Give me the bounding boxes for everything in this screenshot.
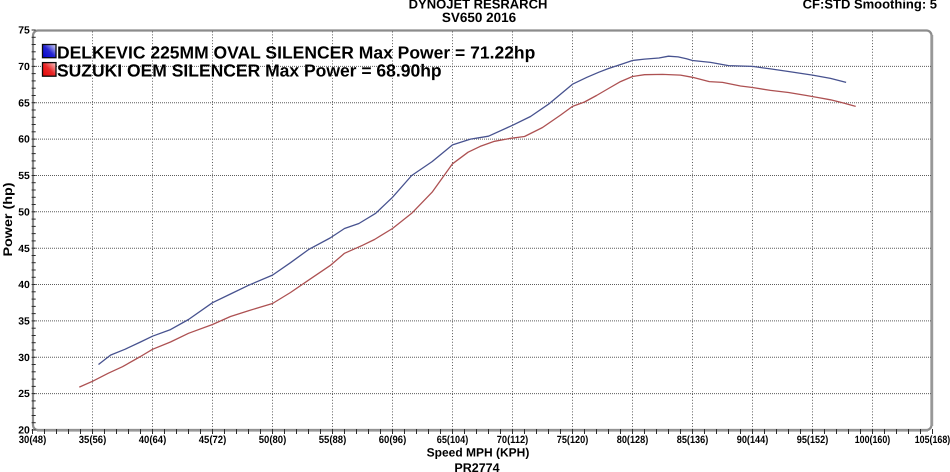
svg-text:SV650 2016: SV650 2016 [442, 10, 517, 25]
svg-text:70: 70 [18, 62, 30, 73]
svg-text:60: 60 [18, 135, 30, 146]
svg-text:55: 55 [18, 171, 30, 182]
svg-text:70(112): 70(112) [497, 434, 529, 446]
svg-text:80(128): 80(128) [617, 434, 649, 446]
svg-text:Speed MPH (KPH): Speed MPH (KPH) [427, 445, 530, 459]
svg-text:100(160): 100(160) [855, 434, 891, 446]
svg-text:60(96): 60(96) [379, 434, 407, 446]
svg-text:DELKEVIC 225MM OVAL SILENCER M: DELKEVIC 225MM OVAL SILENCER Max Power =… [57, 43, 535, 63]
svg-text:25: 25 [18, 389, 30, 400]
svg-text:45: 45 [18, 244, 30, 255]
svg-text:75: 75 [18, 26, 30, 37]
svg-text:SUZUKI OEM SILENCER Max Power: SUZUKI OEM SILENCER Max Power = 68.90hp [57, 60, 442, 80]
svg-text:30(48): 30(48) [19, 434, 47, 446]
svg-text:35(56): 35(56) [79, 434, 107, 446]
svg-text:105(168): 105(168) [915, 434, 950, 446]
svg-text:DYNOJET RESRARCH: DYNOJET RESRARCH [409, 0, 548, 12]
svg-text:40(64): 40(64) [139, 434, 167, 446]
svg-text:40: 40 [18, 280, 30, 291]
svg-text:50: 50 [18, 207, 30, 218]
svg-text:20: 20 [18, 426, 30, 437]
svg-text:95(152): 95(152) [797, 434, 829, 446]
svg-text:35: 35 [18, 317, 30, 328]
svg-text:85(136): 85(136) [677, 434, 709, 446]
svg-text:PR2774: PR2774 [454, 461, 499, 472]
svg-text:75(120): 75(120) [557, 434, 589, 446]
svg-text:30: 30 [18, 353, 30, 364]
svg-text:45(72): 45(72) [199, 434, 227, 446]
svg-text:65(104): 65(104) [437, 434, 469, 446]
svg-text:55(88): 55(88) [319, 434, 347, 446]
svg-text:CF:STD Smoothing: 5: CF:STD Smoothing: 5 [803, 0, 937, 12]
svg-text:50(80): 50(80) [259, 434, 287, 446]
svg-text:90(144): 90(144) [737, 434, 769, 446]
svg-text:Power (hp): Power (hp) [1, 183, 15, 257]
svg-text:65: 65 [18, 98, 30, 109]
